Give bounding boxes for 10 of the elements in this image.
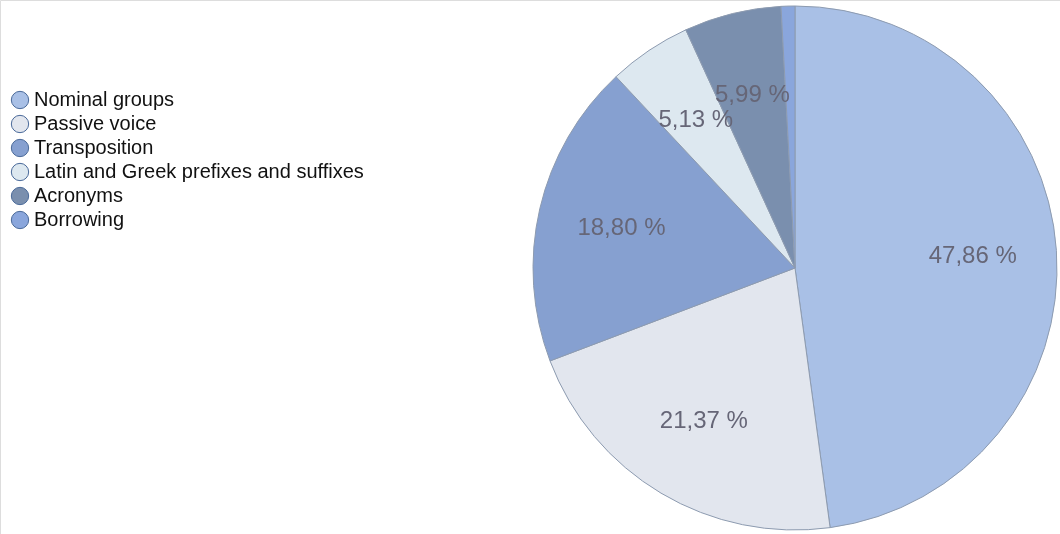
legend-label: Nominal groups [34, 88, 175, 110]
data-label: 5,99 % [715, 80, 790, 108]
data-label: 18,80 % [577, 212, 666, 240]
legend-label: Acronyms [34, 184, 123, 206]
legend-label: Passive voice [34, 112, 157, 134]
legend-label: Latin and Greek prefixes and suffixes [34, 160, 364, 182]
data-label: 47,86 % [928, 241, 1017, 269]
legend-label: Borrowing [34, 208, 125, 230]
data-label: 21,37 % [659, 406, 748, 434]
legend-label: Transposition [34, 136, 154, 158]
